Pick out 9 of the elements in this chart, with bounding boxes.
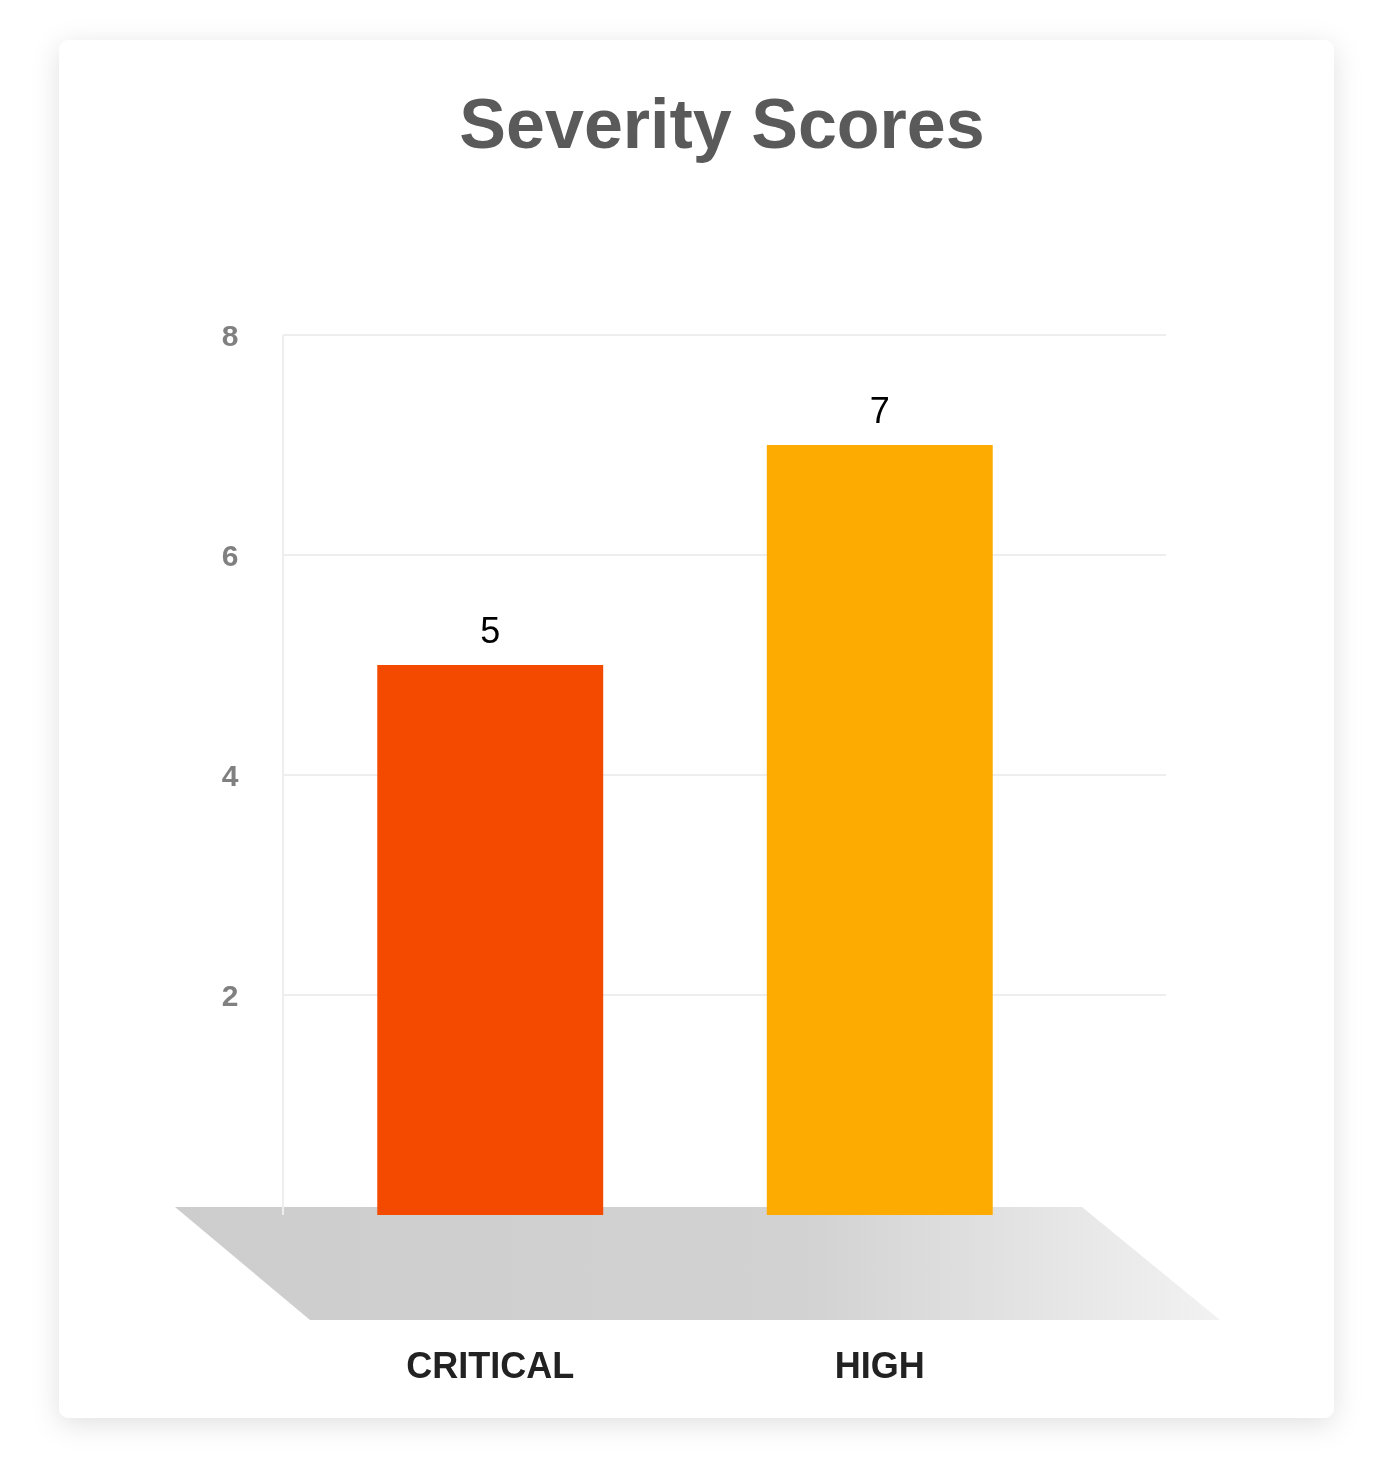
x-tick-label: CRITICAL [406,1345,575,1386]
y-tick-label: 6 [221,538,239,572]
y-tick-label: 2 [221,978,239,1012]
y-tick-label: 4 [221,758,239,792]
y-tick-label: 8 [221,318,239,352]
chart-title: Severity Scores [459,85,985,163]
x-tick-label: HIGH [834,1345,925,1386]
data-label: 7 [869,390,890,431]
data-label: 5 [480,610,501,651]
